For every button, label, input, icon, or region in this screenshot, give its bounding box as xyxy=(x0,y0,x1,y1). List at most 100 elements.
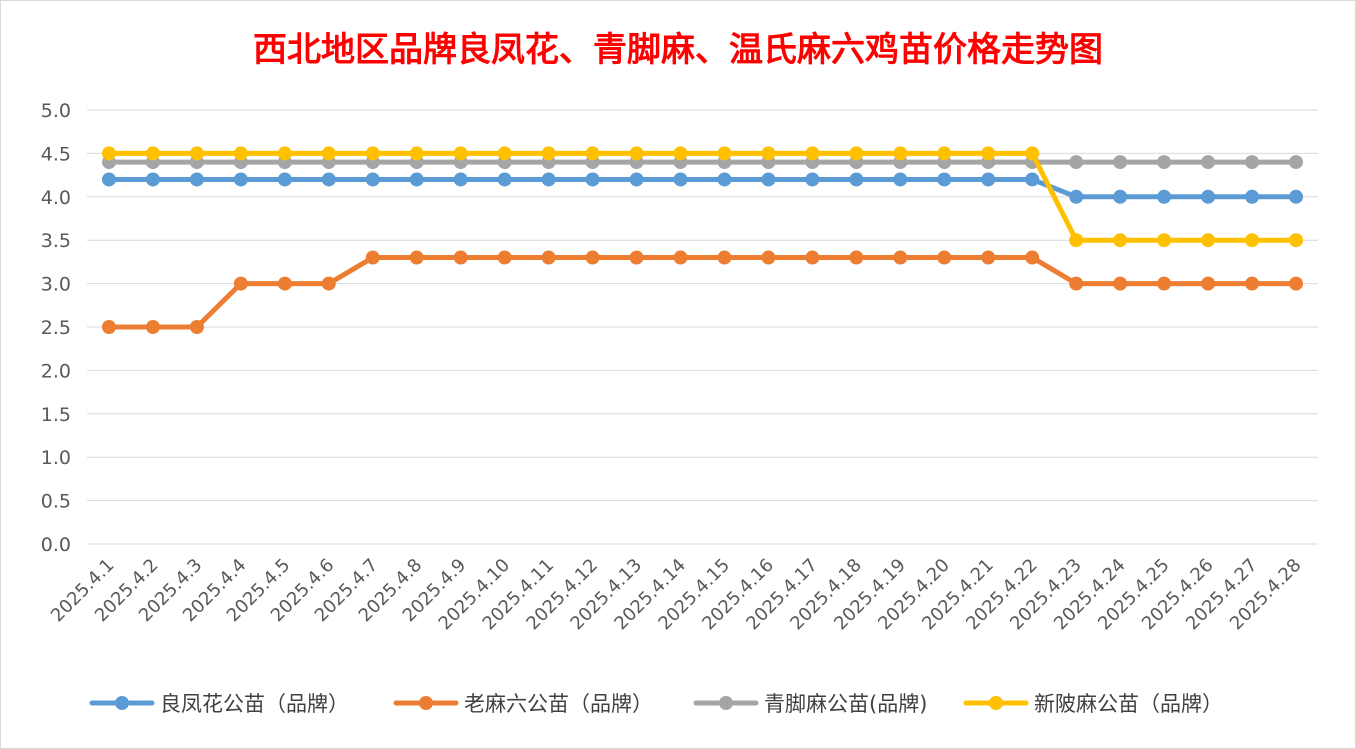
y-axis-ticks: 0.0 0.5 1.0 1.5 2.0 2.5 3.0 3.5 4.0 4.5 5.0 xyxy=(41,100,71,556)
data-point xyxy=(673,146,688,161)
data-point xyxy=(1069,155,1084,170)
data-point xyxy=(849,250,864,265)
data-point xyxy=(629,146,644,161)
data-point xyxy=(277,172,292,187)
data-point xyxy=(717,146,732,161)
legend-label: 新陂麻公苗（品牌） xyxy=(1034,692,1223,716)
data-point xyxy=(849,146,864,161)
data-point xyxy=(541,172,556,187)
chart-title: 西北地区品牌良凤花、青脚麻、温氏麻六鸡苗价格走势图 xyxy=(253,30,1103,70)
data-point xyxy=(277,276,292,291)
data-point xyxy=(233,146,248,161)
data-point xyxy=(1245,233,1260,248)
y-tick-label: 0.5 xyxy=(41,491,71,513)
data-point xyxy=(893,172,908,187)
data-point xyxy=(365,146,380,161)
data-point xyxy=(1157,155,1172,170)
legend-item: 老麻六公苗（品牌） xyxy=(393,692,653,716)
data-point xyxy=(585,172,600,187)
data-point xyxy=(365,172,380,187)
data-point xyxy=(233,172,248,187)
data-point xyxy=(1069,276,1084,291)
data-point xyxy=(717,250,732,265)
data-point xyxy=(189,320,204,334)
y-tick-label: 3.0 xyxy=(41,274,71,296)
data-point xyxy=(1025,250,1040,265)
data-point xyxy=(629,172,644,187)
legend-label: 老麻六公苗（品牌） xyxy=(464,692,653,716)
y-tick-label: 1.0 xyxy=(41,447,71,469)
data-point xyxy=(1113,189,1128,204)
data-point xyxy=(1157,276,1172,291)
data-point xyxy=(1025,172,1040,187)
data-point xyxy=(101,172,116,187)
data-point xyxy=(1289,155,1304,170)
legend-label: 良凤花公苗（品牌） xyxy=(160,692,349,716)
data-point xyxy=(893,146,908,161)
data-point xyxy=(937,172,952,187)
series-lines xyxy=(101,146,1304,334)
data-point xyxy=(1025,146,1040,161)
legend-item: 青脚麻公苗(品牌) xyxy=(693,692,927,716)
legend-item: 良凤花公苗（品牌） xyxy=(89,692,349,716)
data-point xyxy=(1245,155,1260,170)
y-tick-label: 1.5 xyxy=(41,404,71,426)
data-point xyxy=(1201,189,1216,204)
y-tick-label: 4.5 xyxy=(41,143,71,165)
data-point xyxy=(101,320,116,334)
legend-swatch-marker xyxy=(989,696,1003,710)
data-point xyxy=(1245,276,1260,291)
series-1 xyxy=(101,250,1304,334)
legend-item: 新陂麻公苗（品牌） xyxy=(963,692,1223,716)
y-tick-label: 4.0 xyxy=(41,187,71,209)
data-point xyxy=(1113,276,1128,291)
data-point xyxy=(277,146,292,161)
data-point xyxy=(145,172,160,187)
data-point xyxy=(673,250,688,265)
legend-swatch-marker xyxy=(419,696,433,710)
data-point xyxy=(409,146,424,161)
series-0 xyxy=(101,172,1304,204)
data-point xyxy=(1289,189,1304,204)
gridlines xyxy=(87,109,1318,545)
data-point xyxy=(761,172,776,187)
data-point xyxy=(453,172,468,187)
series-3 xyxy=(101,146,1304,248)
data-point xyxy=(893,250,908,265)
data-point xyxy=(409,172,424,187)
data-point xyxy=(1245,189,1260,204)
data-point xyxy=(541,250,556,265)
data-point xyxy=(497,172,512,187)
data-point xyxy=(981,146,996,161)
data-point xyxy=(1113,233,1128,248)
data-point xyxy=(189,146,204,161)
data-point xyxy=(585,250,600,265)
x-axis-ticks: 2025.4.12025.4.22025.4.32025.4.42025.4.5… xyxy=(47,555,1306,635)
data-point xyxy=(761,250,776,265)
data-point xyxy=(585,146,600,161)
y-tick-label: 5.0 xyxy=(41,100,71,122)
data-point xyxy=(1201,276,1216,291)
data-point xyxy=(321,172,336,187)
y-tick-label: 2.5 xyxy=(41,317,71,339)
data-point xyxy=(541,146,556,161)
data-point xyxy=(629,250,644,265)
data-point xyxy=(321,276,336,291)
data-point xyxy=(1157,233,1172,248)
data-point xyxy=(981,172,996,187)
y-tick-label: 0.0 xyxy=(41,534,71,556)
data-point xyxy=(365,250,380,265)
data-point xyxy=(1289,233,1304,248)
data-point xyxy=(1157,189,1172,204)
series-line xyxy=(106,150,1299,243)
legend-label: 青脚麻公苗(品牌) xyxy=(764,692,927,716)
data-point xyxy=(409,250,424,265)
data-point xyxy=(145,146,160,161)
data-point xyxy=(981,250,996,265)
legend-swatch-marker xyxy=(115,696,129,710)
data-point xyxy=(1201,155,1216,170)
data-point xyxy=(805,146,820,161)
data-point xyxy=(805,250,820,265)
